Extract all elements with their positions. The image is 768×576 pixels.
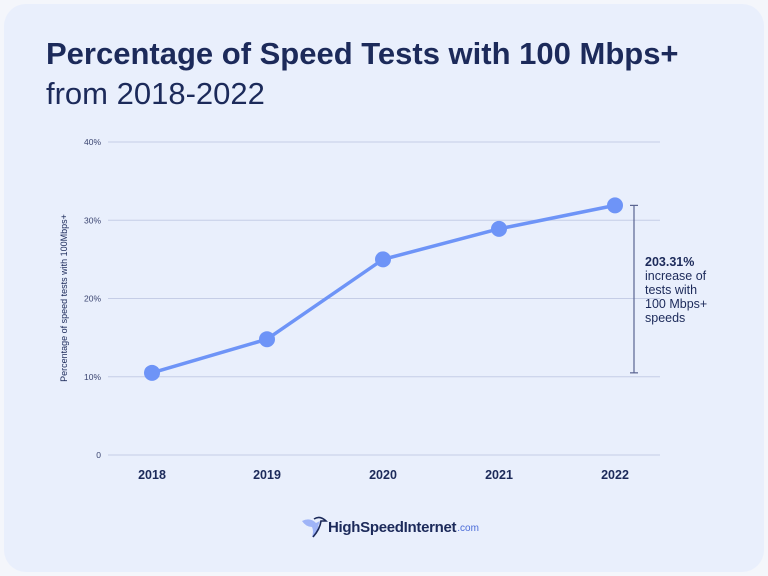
y-axis-label: Percentage of speed tests with 100Mbps+ <box>59 214 69 382</box>
chart-card <box>4 4 764 572</box>
x-tick-label: 2019 <box>253 468 281 482</box>
x-tick-label: 2018 <box>138 468 166 482</box>
annotation-line: increase of <box>645 269 707 283</box>
data-point <box>491 220 507 237</box>
y-tick-label: 0 <box>96 450 101 460</box>
annotation-line: tests with <box>645 283 698 297</box>
brand-suffix: .com <box>457 523 479 534</box>
annotation-line: speeds <box>645 311 686 325</box>
bird-logo-icon <box>302 516 328 538</box>
y-tick-label: 40% <box>84 137 101 147</box>
data-point <box>375 251 391 268</box>
annotation: 203.31% increase of tests with 100 Mbps+… <box>645 255 745 325</box>
x-tick-label: 2021 <box>485 468 513 482</box>
annotation-value: 203.31% <box>645 255 695 269</box>
y-tick-label: 20% <box>84 294 101 304</box>
data-point <box>144 364 160 381</box>
y-tick-label: 10% <box>84 372 101 382</box>
chart-subtitle: from 2018-2022 <box>46 76 265 111</box>
annotation-line: 100 Mbps+ <box>645 297 708 311</box>
x-tick-label: 2022 <box>601 468 629 482</box>
data-point <box>259 331 275 348</box>
brand-name: HighSpeedInternet <box>328 518 457 536</box>
y-tick-label: 30% <box>84 215 101 225</box>
series-line <box>151 203 616 375</box>
x-tick-label: 2020 <box>369 468 397 482</box>
brand-logo: HighSpeedInternet .com <box>300 515 479 539</box>
chart-title: Percentage of Speed Tests with 100 Mbps+ <box>46 36 679 71</box>
data-point <box>607 197 623 214</box>
